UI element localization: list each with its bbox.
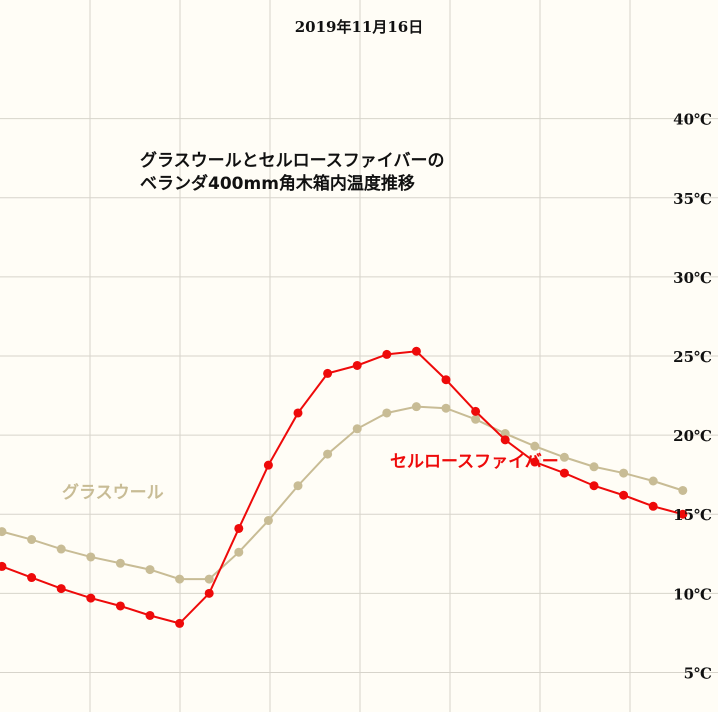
horizontal-gridlines xyxy=(0,118,718,673)
data-point xyxy=(530,457,540,467)
y-tick-labels: 5℃ 10℃ 15℃ 20℃ 25℃ 30℃ 35℃ 40℃ xyxy=(673,111,712,683)
data-point xyxy=(471,406,481,416)
chart-title-line-1: グラスウールとセルロースファイバーの xyxy=(140,150,444,171)
data-point xyxy=(293,481,303,491)
data-point xyxy=(471,414,481,424)
data-point xyxy=(145,565,155,575)
data-point xyxy=(263,460,273,470)
date-label: 2019年11月16日 xyxy=(295,18,424,36)
data-point xyxy=(323,449,333,459)
data-point xyxy=(441,375,451,385)
chart-title-line-2: ベランダ400mm角木箱内温度推移 xyxy=(140,173,415,194)
data-point xyxy=(411,402,421,412)
data-point xyxy=(0,527,7,537)
data-point xyxy=(619,490,629,500)
data-point xyxy=(204,574,214,584)
y-tick-label: 20℃ xyxy=(673,427,712,445)
y-tick-label: 25℃ xyxy=(673,348,712,366)
data-point xyxy=(530,441,540,451)
data-point xyxy=(86,593,96,603)
data-point xyxy=(678,509,688,519)
series-line xyxy=(1,350,684,625)
data-point xyxy=(382,349,392,359)
y-tick-label: 30℃ xyxy=(673,269,712,287)
data-point xyxy=(352,424,362,434)
data-point xyxy=(175,574,185,584)
series-layer xyxy=(0,346,688,628)
data-point xyxy=(204,588,214,598)
data-point xyxy=(234,523,244,533)
data-point xyxy=(382,408,392,418)
y-tick-label: 40℃ xyxy=(673,111,712,129)
data-point xyxy=(500,429,510,439)
data-point xyxy=(27,535,37,545)
data-point xyxy=(175,618,185,628)
series-label-cellulose: セルロースファイバー xyxy=(390,452,559,472)
data-point xyxy=(589,462,599,472)
data-point xyxy=(589,481,599,491)
data-point xyxy=(56,584,66,594)
data-point xyxy=(352,360,362,370)
data-point xyxy=(115,558,125,568)
data-point xyxy=(323,368,333,378)
y-tick-label: 10℃ xyxy=(673,585,712,603)
series-1 xyxy=(0,346,688,628)
data-point xyxy=(234,547,244,557)
data-point xyxy=(678,485,688,495)
data-point xyxy=(27,573,37,583)
data-point xyxy=(145,610,155,620)
data-point xyxy=(86,552,96,562)
data-point xyxy=(648,476,658,486)
y-tick-label: 15℃ xyxy=(673,506,712,524)
data-point xyxy=(411,346,421,356)
series-0 xyxy=(0,402,688,584)
series-line xyxy=(1,405,684,581)
data-point xyxy=(559,452,569,462)
data-point xyxy=(115,601,125,611)
data-point xyxy=(263,516,273,526)
data-point xyxy=(619,468,629,478)
data-point xyxy=(559,468,569,478)
data-point xyxy=(0,561,7,571)
data-point xyxy=(441,403,451,413)
data-point xyxy=(648,501,658,511)
data-point xyxy=(500,435,510,445)
y-tick-label: 5℃ xyxy=(684,664,712,682)
series-label-glasswool: グラスウール xyxy=(62,482,164,503)
y-tick-label: 35℃ xyxy=(673,190,712,208)
data-point xyxy=(293,408,303,418)
data-point xyxy=(56,544,66,554)
